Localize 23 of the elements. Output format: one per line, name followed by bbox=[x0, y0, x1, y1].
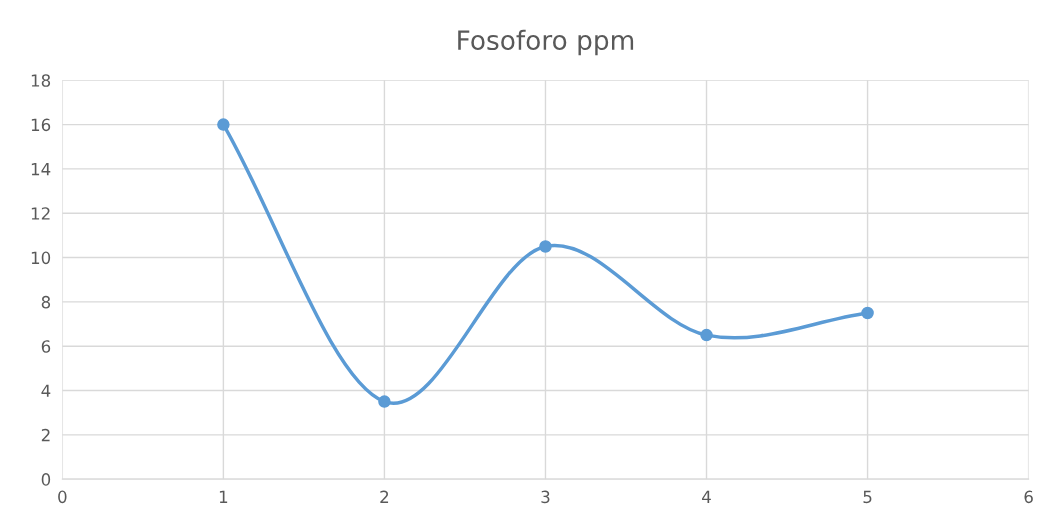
point bbox=[861, 306, 874, 320]
y-tick-label: 6 bbox=[41, 340, 51, 353]
y-tick-label: 4 bbox=[41, 384, 51, 397]
point bbox=[539, 240, 552, 253]
x-tick-label: 3 bbox=[541, 490, 550, 504]
x-tick-label: 2 bbox=[380, 490, 389, 503]
chart-title: Fosoforo ppm bbox=[458, 29, 634, 56]
y-tick-label: 16 bbox=[31, 118, 51, 132]
x-tick-label: 4 bbox=[702, 490, 711, 503]
point bbox=[378, 395, 391, 408]
y-tick-label: 10 bbox=[31, 251, 51, 265]
y-tick-label: 0 bbox=[41, 473, 51, 486]
y-tick-label: 2 bbox=[41, 428, 50, 442]
y-tick-label: 8 bbox=[41, 295, 51, 309]
x-tick-label: 0 bbox=[58, 490, 67, 504]
y-tick-label: 14 bbox=[31, 163, 51, 176]
x-tick-label: 1 bbox=[219, 490, 228, 503]
x-tick-label: 6 bbox=[1024, 490, 1033, 504]
point bbox=[700, 328, 713, 342]
x-tick-label: 5 bbox=[863, 490, 872, 504]
y-tick-label: 18 bbox=[31, 74, 51, 87]
point bbox=[217, 118, 230, 131]
y-tick-label: 12 bbox=[31, 207, 50, 220]
